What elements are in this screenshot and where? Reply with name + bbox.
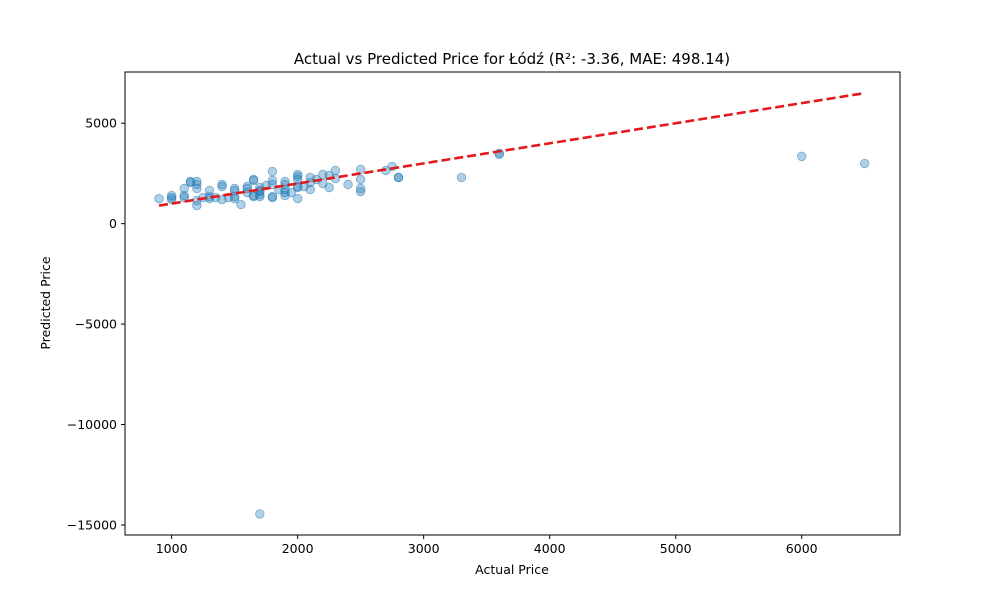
data-point [192,200,202,211]
data-point [255,191,265,202]
data-point [236,199,246,210]
data-point [355,186,366,197]
data-point [324,182,334,193]
data-point [179,183,189,194]
x-axis-label: Actual Price [475,562,549,577]
data-point [355,164,366,175]
x-tick-label: 2000 [282,541,314,556]
data-point [355,174,366,185]
reference-line-layer [158,91,865,207]
x-tick-label: 5000 [660,541,692,556]
reference-line [158,91,865,207]
data-point [255,509,265,519]
y-axis-ticks: −15000 −10000 −5000 0 5000 [67,116,125,532]
data-point [166,192,177,203]
data-point [860,158,870,169]
y-tick-label: 0 [109,216,117,231]
data-point [229,193,240,204]
points-layer [154,148,870,519]
y-tick-label: 5000 [85,116,117,131]
data-point [267,166,278,177]
data-point [343,179,353,190]
chart-title: Actual vs Predicted Price for Łódź (R²: … [294,50,730,68]
data-point [292,174,303,185]
x-tick-label: 6000 [786,541,818,556]
data-point [797,151,807,162]
data-point [192,176,202,187]
data-point [292,171,303,182]
data-point [280,176,290,187]
data-point [355,183,366,194]
data-point [179,190,189,201]
data-point [292,193,303,204]
data-point [330,165,341,176]
data-point [393,172,404,183]
data-point [456,172,467,183]
data-point [267,192,278,203]
x-tick-label: 4000 [534,541,566,556]
x-axis-ticks: 1000 2000 3000 4000 5000 6000 [156,535,818,556]
data-point [286,187,297,198]
y-tick-label: −10000 [67,417,117,432]
data-point [192,183,202,194]
data-point [217,181,227,192]
data-point [154,193,164,204]
x-tick-label: 1000 [156,541,188,556]
data-point [248,175,259,186]
y-tick-label: −15000 [67,517,117,532]
plot-frame [124,71,901,536]
data-point [305,184,315,195]
y-tick-label: −5000 [75,317,117,332]
y-axis-label: Predicted Price [38,256,53,349]
x-tick-label: 3000 [408,541,440,556]
